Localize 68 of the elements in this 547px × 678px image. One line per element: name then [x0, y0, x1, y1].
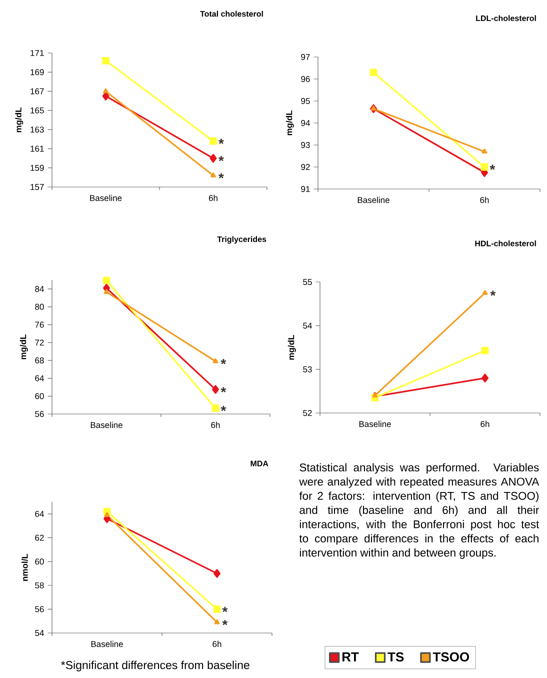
chart-title: Total cholesterol	[200, 10, 263, 17]
y-axis-title: nmol/L	[22, 554, 28, 581]
legend-label: RT	[342, 652, 359, 662]
y-tick-label: 159	[30, 164, 44, 171]
y-tick-label: 64	[35, 510, 44, 517]
y-tick-label: 80	[35, 304, 44, 310]
y-tick-label: 64	[35, 375, 44, 382]
x-tick-label: Baseline	[91, 640, 123, 648]
y-tick-label: 96	[301, 76, 310, 82]
y-tick-label: 163	[30, 126, 44, 133]
chart-title: MDA	[250, 460, 268, 466]
y-tick-label: 58	[35, 582, 44, 588]
y-tick-label: 171	[30, 50, 44, 56]
chart-title: Triglycerides	[217, 236, 266, 244]
y-tick-label: 72	[35, 340, 44, 346]
annotation: *	[222, 620, 228, 626]
annotation: *	[490, 290, 496, 296]
y-tick-label: 52	[303, 410, 312, 416]
annotation: *	[222, 606, 228, 612]
y-tick-label: 84	[35, 286, 44, 292]
y-tick-label: 54	[303, 322, 312, 329]
x-tick-label: Baseline	[358, 196, 390, 204]
y-tick-label: 68	[35, 357, 44, 364]
text: Statistical analysis was performed. Variables were analyzed with repeated measures ANOVA for 2 factors: intervention (RT, TS and TSOO) and time (baseline and 6h) and all their interactions, with the Bonferroni post hoc test to compare differences in the effects of each intervention within and between groups.	[299, 463, 540, 559]
text: *Significant differences from baseline	[61, 660, 250, 672]
y-tick-label: 94	[301, 120, 310, 126]
y-tick-label: 62	[35, 534, 44, 541]
y-tick-label: 97	[301, 54, 310, 60]
chart-title: HDL-cholesterol	[475, 240, 536, 246]
chart-title: LDL-cholesterol	[476, 15, 536, 22]
y-tick-label: 55	[303, 279, 312, 285]
y-tick-label: 60	[35, 558, 44, 565]
y-tick-label: 92	[301, 164, 310, 170]
y-tick-label: 157	[30, 184, 44, 190]
y-tick-label: 93	[301, 142, 310, 148]
x-tick-label: Baseline	[90, 194, 122, 202]
x-tick-label: Baseline	[359, 420, 391, 428]
y-tick-label: 60	[35, 393, 44, 400]
y-tick-label: 76	[35, 322, 44, 328]
annotation: *	[220, 406, 226, 412]
y-tick-label: 165	[30, 107, 44, 114]
annotation: *	[218, 173, 224, 178]
y-tick-label: 161	[30, 146, 44, 152]
y-axis-title: mg/dL	[15, 108, 24, 132]
y-tick-label: 95	[301, 98, 310, 104]
annotation: *	[490, 164, 496, 170]
y-tick-label: 56	[35, 606, 44, 612]
legend-label: TSOO	[432, 652, 470, 662]
y-tick-label: 56	[35, 411, 44, 418]
y-axis-title: mg/dL	[286, 110, 294, 136]
x-tick-label: 6h	[480, 196, 489, 204]
y-tick-label: 53	[303, 366, 312, 372]
x-tick-label: 6h	[208, 194, 218, 202]
y-axis-title: mg/dL	[288, 335, 296, 360]
y-tick-label: 167	[30, 88, 44, 94]
x-tick-label: 6h	[212, 640, 222, 648]
x-tick-label: 6h	[211, 422, 220, 428]
y-tick-label: 169	[30, 69, 44, 76]
annotation: *	[220, 387, 226, 392]
y-tick-label: 54	[35, 630, 44, 636]
annotation: *	[220, 358, 226, 364]
x-tick-label: Baseline	[90, 422, 122, 428]
annotation: *	[218, 156, 224, 162]
y-axis-title: mg/dL	[20, 334, 28, 360]
legend-label: TS	[388, 652, 404, 662]
x-tick-label: 6h	[480, 420, 490, 428]
y-tick-label: 91	[301, 186, 310, 192]
annotation: *	[218, 138, 224, 144]
